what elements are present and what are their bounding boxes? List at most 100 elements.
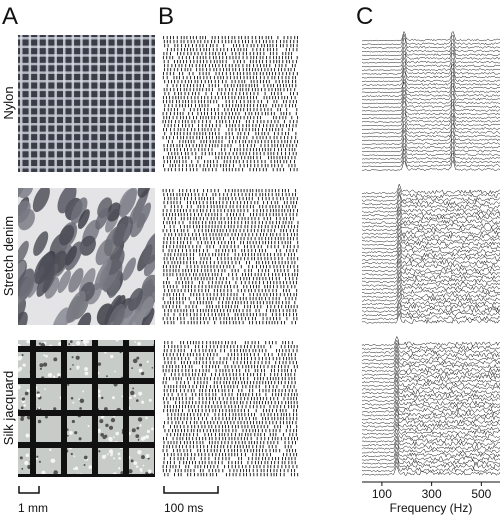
speckle [84,371,89,376]
speckle [114,370,116,373]
streak [18,188,34,199]
speckle [130,390,135,396]
streak [57,270,71,294]
streak [66,290,86,323]
speckle [74,466,79,471]
bar [61,340,67,477]
thread [18,80,155,83]
thread [18,37,155,40]
speckle [36,455,39,458]
thread [28,35,32,172]
speckle [82,390,85,393]
streak [94,258,112,291]
speckle [69,368,72,371]
speckle [74,431,78,435]
streak [58,224,75,246]
speckle [51,459,56,463]
speckle [57,373,61,377]
speckle [105,375,108,378]
speckle [58,341,62,346]
speckle [137,417,143,422]
speckle [136,426,140,430]
speckle [37,419,42,424]
speckle [130,459,134,463]
speckle [72,467,76,470]
streak [119,188,138,218]
speckle [111,396,115,400]
speckle [38,342,42,345]
speckle [105,423,109,428]
thread [140,35,143,172]
bar [92,340,98,477]
thread [18,131,155,135]
speckle [110,354,114,359]
spike-raster [162,36,299,172]
speckle [97,394,101,398]
speckle [135,399,139,402]
streak [70,197,88,225]
speckle [76,368,79,370]
speckle [83,464,86,467]
speckle [22,363,26,367]
speckle [68,343,71,345]
streak [57,188,77,214]
streak [18,274,35,301]
speckle [137,450,142,455]
speckle [131,367,134,370]
speckle [41,470,46,475]
speckle [75,355,80,360]
speckle [108,436,113,442]
streak [51,307,71,325]
speckle [20,406,24,410]
row-label: Silk jacquard [1,371,16,445]
speckle [76,341,81,346]
streak [44,276,60,299]
speckle [71,419,75,424]
speckle [146,429,151,434]
speckle [76,365,80,370]
speckle [97,362,102,366]
streak [122,257,136,281]
speckle [82,340,88,345]
speckle [66,434,69,437]
thread [18,148,155,152]
speckle [135,434,140,439]
speckle [121,395,124,398]
speckle [148,398,152,402]
panel-label: A [2,3,18,30]
speckle [146,360,149,363]
streak [68,267,84,293]
streak [106,303,125,325]
thread [37,35,40,172]
speckle [133,461,138,465]
bar [18,474,155,477]
streak [141,307,155,325]
speckle [49,448,52,452]
speckle [52,375,56,378]
speckle [98,450,101,453]
speckle [20,417,24,421]
speckle [138,391,143,396]
speckle [88,465,93,470]
scale-bar [18,486,40,494]
row-label: Nylon [1,86,16,119]
speckle [72,364,74,366]
speckle [18,384,21,390]
speckle [137,341,141,346]
speckle [25,453,30,458]
streak [18,311,28,325]
streak [129,203,142,225]
bar [18,410,155,416]
speckle [70,452,73,456]
streak [33,231,49,256]
speckle [115,340,119,342]
speckle [129,396,132,400]
speckle [151,366,154,369]
streak [143,231,155,265]
speckle [132,387,135,390]
bar [30,340,36,477]
speckle [139,468,143,471]
texture [18,188,155,325]
thread [18,97,155,100]
texture-image [18,340,155,477]
